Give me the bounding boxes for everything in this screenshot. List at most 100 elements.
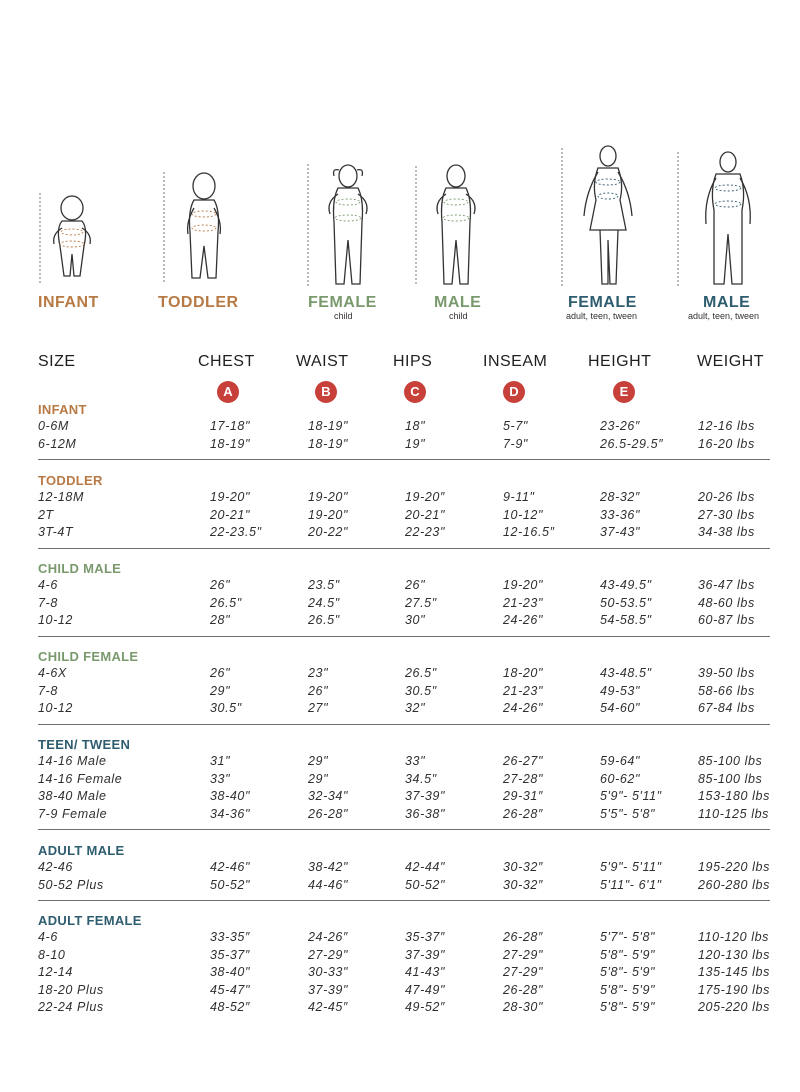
cell-chest: 31" bbox=[210, 754, 231, 768]
cell-height: 5'5"- 5'8" bbox=[600, 806, 656, 821]
cell-size: 38-40 Male bbox=[38, 789, 107, 804]
cell-height: 60-62" bbox=[600, 771, 641, 786]
cell-weight: 60-87 lbs bbox=[698, 613, 755, 628]
cell-waist: 27" bbox=[308, 701, 329, 716]
cell-hips: 50-52" bbox=[405, 877, 446, 892]
cell-hips: 41-43" bbox=[405, 965, 446, 980]
cell-height: 26.5-29.5″ bbox=[600, 436, 664, 451]
cell-size: 42-46 bbox=[38, 860, 73, 874]
figure-label-child-male: MALE bbox=[434, 294, 482, 311]
cell-size: 7-8 bbox=[38, 683, 58, 698]
cell-inseam: 26-28″ bbox=[503, 930, 543, 944]
cell-hips: 37-39" bbox=[405, 789, 446, 804]
badge-a: A bbox=[217, 381, 239, 403]
section-divider bbox=[38, 635, 770, 637]
cell-height: 5'11"- 6'1" bbox=[600, 877, 662, 892]
cell-inseam: 18-20" bbox=[503, 666, 544, 680]
cell-height: 5'8"- 5'9" bbox=[600, 947, 656, 962]
cell-chest: 28" bbox=[210, 613, 231, 628]
cell-waist: 27-29" bbox=[308, 947, 349, 962]
cell-inseam: 21-23" bbox=[503, 683, 544, 698]
cell-inseam: 26-27" bbox=[503, 754, 544, 768]
section-divider bbox=[38, 547, 770, 549]
cell-hips: 22-23" bbox=[405, 525, 446, 540]
cell-inseam: 28-30" bbox=[503, 1000, 544, 1015]
cell-chest: 34-36" bbox=[210, 806, 251, 821]
cell-waist: 30-33" bbox=[308, 965, 349, 980]
cell-hips: 33" bbox=[405, 754, 426, 768]
cell-waist: 23" bbox=[308, 666, 329, 680]
cell-weight: 175-190 lbs bbox=[698, 982, 770, 997]
cell-waist: 23.5" bbox=[308, 578, 340, 592]
figure-label-infant: INFANT bbox=[38, 294, 99, 311]
section-divider bbox=[38, 723, 770, 725]
section-title: ADULT MALE bbox=[38, 843, 125, 858]
cell-hips: 49-52″ bbox=[405, 1000, 445, 1015]
cell-weight: 85-100 lbs bbox=[698, 754, 763, 768]
cell-height: 37-43" bbox=[600, 525, 641, 540]
figure-sub-adult-female: adult, teen, tween bbox=[566, 311, 638, 321]
cell-height: 5'9"- 5'11" bbox=[600, 860, 662, 874]
cell-inseam: 27-28" bbox=[503, 771, 544, 786]
cell-weight: 110-120 lbs bbox=[698, 930, 769, 944]
cell-size: 4-6 bbox=[38, 578, 58, 592]
cell-chest: 26.5" bbox=[210, 595, 242, 610]
cell-chest: 50-52" bbox=[210, 877, 251, 892]
cell-hips: 30.5" bbox=[405, 683, 437, 698]
cell-height: 59-64" bbox=[600, 754, 641, 768]
cell-waist: 24.5" bbox=[308, 595, 340, 610]
cell-inseam: 30-32″ bbox=[503, 860, 543, 874]
cell-size: 3T-4T bbox=[38, 525, 74, 540]
cell-chest: 22-23.5" bbox=[210, 525, 262, 540]
cell-height: 28-32″ bbox=[600, 490, 640, 504]
cell-weight: 153-180 lbs bbox=[698, 789, 770, 804]
cell-height: 5'7"- 5'8" bbox=[600, 930, 656, 944]
cell-height: 43-49.5" bbox=[600, 578, 652, 592]
cell-inseam: 26-28″ bbox=[503, 806, 543, 821]
cell-weight: 16-20 lbs bbox=[698, 436, 755, 451]
cell-chest: 42-46" bbox=[210, 860, 251, 874]
cell-inseam: 27-29" bbox=[503, 947, 544, 962]
cell-waist: 38-42" bbox=[308, 860, 349, 874]
section-title: ADULT FEMALE bbox=[38, 913, 142, 928]
figure-label-adult-female: FEMALE bbox=[568, 294, 637, 311]
cell-weight: 85-100 lbs bbox=[698, 771, 763, 786]
section-title: CHILD MALE bbox=[38, 561, 122, 576]
cell-waist: 18-19" bbox=[308, 436, 349, 451]
cell-chest: 45-47" bbox=[210, 982, 251, 997]
cell-weight: 48-60 lbs bbox=[698, 595, 755, 610]
cell-hips: 36-38" bbox=[405, 806, 446, 821]
cell-weight: 110-125 lbs bbox=[698, 806, 769, 821]
cell-waist: 42-45″ bbox=[308, 1000, 348, 1015]
cell-chest: 26" bbox=[210, 666, 231, 680]
column-header-size: SIZE bbox=[38, 353, 76, 370]
cell-hips: 26.5" bbox=[405, 666, 437, 680]
cell-weight: 195-220 lbs bbox=[698, 860, 770, 874]
cell-chest: 33-35″ bbox=[210, 930, 250, 944]
cell-hips: 47-49" bbox=[405, 982, 446, 997]
cell-chest: 33" bbox=[210, 771, 231, 786]
figure-label-adult-male: MALE bbox=[703, 294, 751, 311]
cell-chest: 19-20" bbox=[210, 490, 251, 504]
cell-hips: 35-37″ bbox=[405, 930, 445, 944]
cell-inseam: 27-29" bbox=[503, 965, 544, 980]
cell-waist: 29" bbox=[308, 754, 329, 768]
cell-waist: 32-34" bbox=[308, 789, 349, 804]
column-header-hips: HIPS bbox=[393, 353, 433, 370]
cell-inseam: 19-20" bbox=[503, 578, 544, 592]
cell-chest: 35-37″ bbox=[210, 947, 250, 962]
cell-inseam: 21-23" bbox=[503, 595, 544, 610]
cell-weight: 34-38 lbs bbox=[698, 525, 755, 540]
cell-weight: 27-30 lbs bbox=[698, 507, 755, 522]
cell-weight: 39-50 lbs bbox=[698, 666, 755, 680]
cell-size: 7-8 bbox=[38, 595, 58, 610]
cell-size: 7-9 Female bbox=[38, 806, 108, 821]
cell-weight: 205-220 lbs bbox=[698, 1000, 770, 1015]
cell-height: 54-58.5" bbox=[600, 613, 652, 628]
cell-waist: 18-19" bbox=[308, 419, 349, 433]
cell-waist: 19-20" bbox=[308, 490, 349, 504]
cell-weight: 67-84 lbs bbox=[698, 701, 755, 716]
cell-inseam: 9-11" bbox=[503, 490, 535, 504]
cell-height: 5'8"- 5'9" bbox=[600, 982, 656, 997]
column-header-waist: WAIST bbox=[296, 353, 349, 370]
